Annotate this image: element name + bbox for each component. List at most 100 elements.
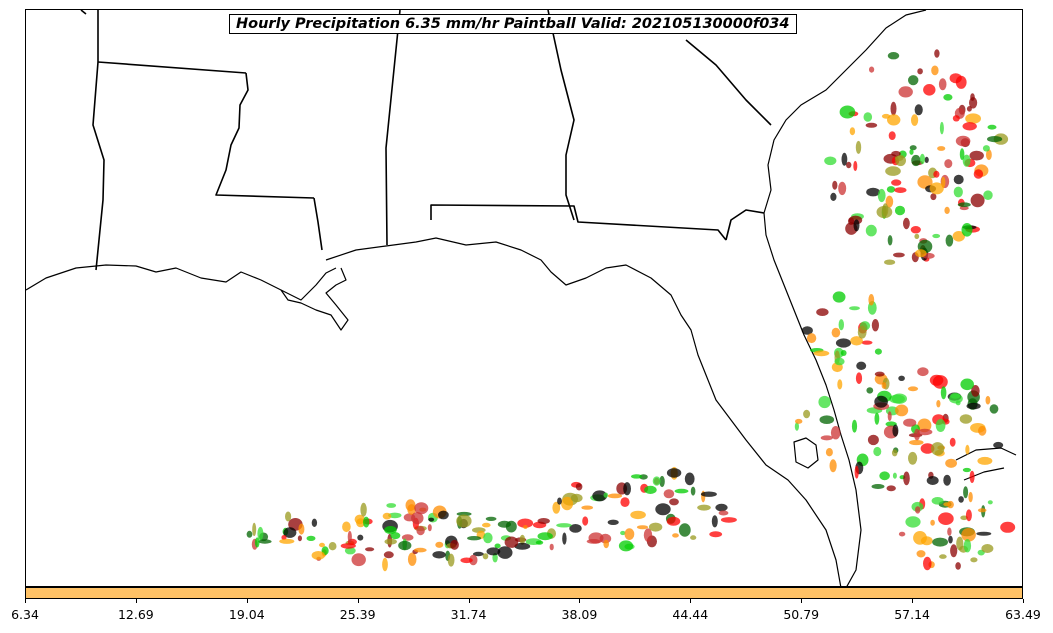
- precip-paintball: [909, 145, 917, 151]
- precip-paintball: [886, 186, 896, 193]
- precip-paintball: [838, 319, 844, 331]
- precip-paintball: [700, 491, 717, 497]
- precip-paintball: [910, 226, 921, 234]
- precip-paintball: [365, 547, 375, 552]
- precip-paintball: [909, 149, 914, 155]
- precip-paintball: [659, 475, 665, 488]
- precip-paintball: [384, 538, 397, 545]
- precip-paintball: [839, 105, 856, 119]
- precip-paintball: [818, 395, 831, 409]
- precip-paintball: [892, 472, 897, 479]
- precip-paintball: [938, 78, 947, 91]
- precip-paintball: [831, 327, 841, 338]
- precip-paintball: [363, 516, 370, 528]
- precip-paintball: [709, 531, 723, 538]
- precip-paintball: [909, 439, 924, 446]
- precip-paintball: [895, 404, 909, 417]
- colorbar-tick-label: 12.69: [117, 607, 154, 622]
- precip-paintball: [945, 234, 954, 247]
- precip-paintball: [620, 497, 630, 507]
- precip-paintball: [663, 489, 675, 499]
- precip-paintball: [652, 476, 661, 486]
- precip-paintball: [981, 544, 994, 553]
- precip-paintball: [435, 541, 444, 548]
- precip-paintball: [494, 543, 501, 549]
- precip-paintball: [924, 156, 929, 163]
- precip-paintball: [383, 551, 394, 559]
- precip-paintball: [894, 205, 906, 216]
- precip-paintball: [450, 539, 459, 550]
- precip-paintball: [840, 350, 847, 356]
- colorbar-tick-label: 50.79: [783, 607, 820, 622]
- precip-paintball: [863, 112, 873, 122]
- precip-paintball: [575, 483, 583, 491]
- precip-paintball: [669, 498, 679, 506]
- precip-paintball: [939, 121, 944, 135]
- precip-paintball: [861, 340, 873, 345]
- precip-paintball: [549, 543, 554, 551]
- precip-paintball: [923, 84, 936, 96]
- atlantic-coast: [763, 10, 927, 214]
- precip-paintball: [411, 512, 424, 525]
- precip-paintball: [947, 527, 952, 536]
- precip-paintball: [874, 395, 888, 408]
- precip-paintball: [630, 474, 643, 479]
- ms-river-border: [80, 10, 315, 199]
- precip-paintball: [832, 180, 838, 190]
- precip-paintball: [523, 525, 528, 529]
- al-fl-border: [430, 204, 727, 241]
- precip-paintball: [965, 509, 972, 522]
- precip-paintball: [483, 532, 493, 544]
- precip-paintball: [258, 539, 272, 544]
- precip-paintball: [853, 219, 860, 232]
- precip-paintball: [887, 235, 893, 246]
- precip-paintball: [950, 392, 961, 399]
- precip-paintball: [407, 504, 416, 515]
- precip-paintball: [962, 467, 972, 473]
- precip-paintball: [963, 539, 972, 553]
- precip-paintball: [965, 444, 970, 455]
- precip-paintball: [887, 52, 900, 60]
- precip-paintball: [869, 66, 875, 73]
- precip-paintball: [892, 424, 899, 437]
- precip-paintball: [666, 516, 681, 526]
- precip-paintball: [648, 522, 663, 532]
- precip-paintball: [976, 531, 992, 536]
- precip-paintball: [898, 531, 906, 537]
- precip-paintball: [923, 556, 932, 571]
- precip-paintball: [801, 326, 813, 335]
- precip-paintball: [678, 523, 691, 537]
- precip-paintball: [623, 482, 631, 496]
- precip-paintball: [644, 485, 657, 494]
- precip-paintball: [930, 519, 935, 526]
- precip-paintball: [447, 553, 455, 567]
- precip-paintball: [983, 190, 993, 200]
- precip-paintball: [328, 542, 337, 551]
- precip-paintball: [504, 536, 519, 548]
- precip-paintball: [569, 524, 582, 533]
- la-ms-border: [313, 197, 323, 251]
- precip-paintball: [834, 357, 845, 366]
- precip-paintball: [347, 530, 352, 543]
- precip-paintball: [948, 535, 953, 544]
- precip-paintball: [977, 508, 987, 513]
- precip-paintball: [562, 532, 567, 545]
- precip-paintball: [257, 526, 264, 541]
- precip-paintball: [254, 537, 260, 548]
- colorbar: [25, 587, 1023, 599]
- precip-paintball: [879, 471, 890, 481]
- precip-paintball: [298, 523, 305, 535]
- texas-coast: [26, 264, 337, 301]
- precip-paintball: [388, 512, 402, 519]
- colorbar-tick-mark: [690, 599, 692, 603]
- precip-paintball: [962, 154, 971, 167]
- precip-paintball: [871, 319, 880, 332]
- precip-paintball: [620, 530, 626, 536]
- precip-paintball: [537, 532, 553, 541]
- precip-paintball: [866, 387, 874, 394]
- precip-paintball: [993, 441, 1004, 449]
- precip-paintball: [950, 544, 958, 558]
- precip-paintball: [969, 150, 984, 161]
- precip-paintball: [835, 338, 852, 348]
- precip-paintball: [887, 114, 901, 126]
